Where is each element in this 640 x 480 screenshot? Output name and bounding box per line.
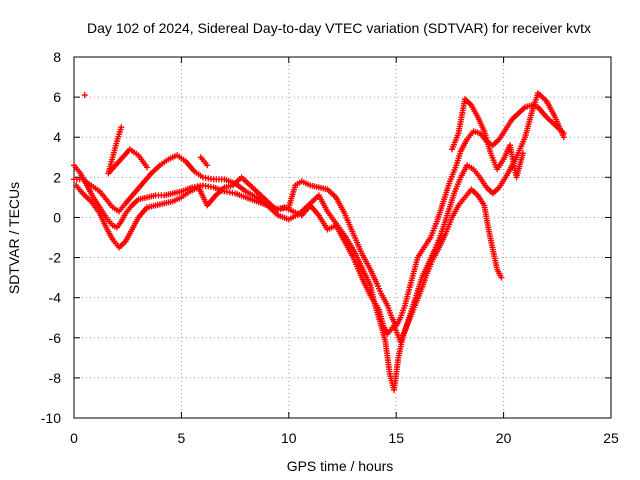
data-point — [519, 150, 526, 157]
y-tick-label: 2 — [53, 169, 61, 185]
data-point — [560, 134, 567, 141]
x-tick-labels: 0 5 10 15 20 25 — [70, 430, 619, 446]
x-tick-label: 25 — [603, 430, 619, 446]
y-tick-label: -10 — [41, 410, 61, 426]
x-tick-label: 0 — [70, 430, 78, 446]
y-tick-label: 8 — [53, 49, 61, 65]
x-tick-label: 15 — [388, 430, 404, 446]
y-tick-label: -4 — [49, 290, 62, 306]
axis-ticks — [73, 56, 612, 419]
y-tick-label: -8 — [49, 370, 62, 386]
x-axis-label: GPS time / hours — [287, 458, 394, 474]
data-point — [144, 164, 151, 171]
plot-frame — [73, 56, 612, 419]
y-axis-label: SDTVAR / TECUs — [6, 182, 22, 294]
data-point — [204, 162, 211, 169]
y-tick-label: -2 — [49, 250, 62, 266]
y-tick-label: 0 — [53, 209, 61, 225]
x-tick-label: 10 — [281, 430, 297, 446]
chart-title: Day 102 of 2024, Sidereal Day-to-day VTE… — [87, 20, 591, 36]
x-tick-label: 5 — [178, 430, 186, 446]
y-tick-label: 4 — [53, 129, 61, 145]
y-tick-label: -6 — [49, 330, 62, 346]
y-tick-label: 6 — [53, 89, 61, 105]
x-tick-label: 20 — [496, 430, 512, 446]
data-point — [498, 274, 505, 281]
data-points — [71, 90, 567, 393]
y-tick-labels: -10 -8 -6 -4 -2 0 2 4 6 8 — [41, 49, 61, 426]
data-point — [81, 92, 88, 99]
grid-lines — [74, 57, 611, 418]
